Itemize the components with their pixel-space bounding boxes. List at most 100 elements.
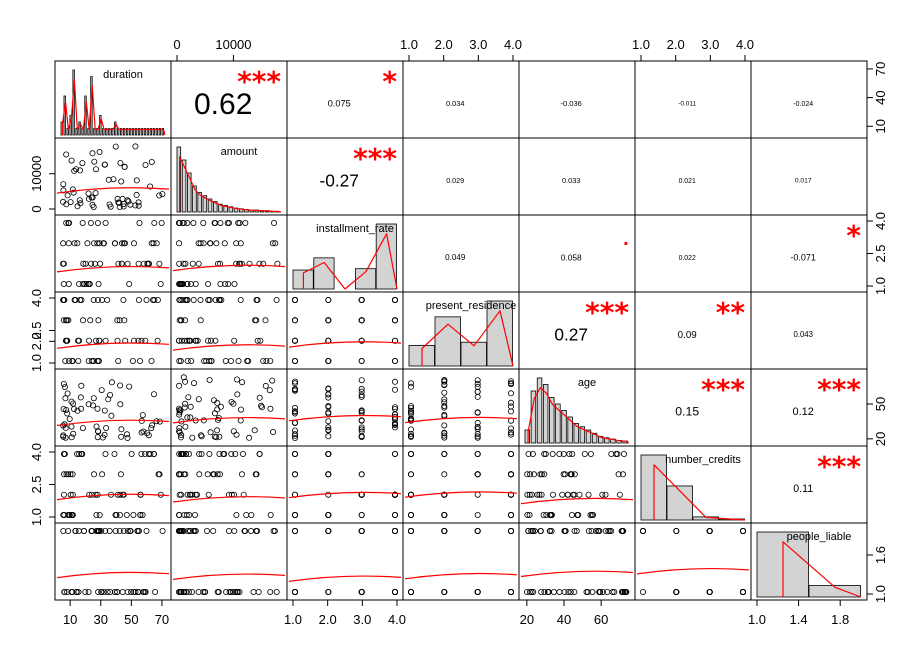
loess-smoother bbox=[172, 264, 286, 272]
scatter-point bbox=[391, 317, 398, 324]
scatter-point bbox=[217, 280, 224, 287]
scatter-point bbox=[621, 589, 628, 596]
scatter-point bbox=[256, 450, 263, 457]
axis-tick-label: 50 bbox=[124, 612, 138, 627]
scatter-point bbox=[176, 428, 183, 435]
histogram-bar bbox=[354, 268, 377, 290]
scatter-point bbox=[407, 407, 414, 414]
scatter-point bbox=[214, 406, 221, 413]
scatter-point bbox=[229, 589, 236, 596]
scatter-point bbox=[147, 183, 154, 190]
scatter-point bbox=[537, 528, 544, 535]
scatter-point bbox=[126, 280, 133, 287]
scatter-point bbox=[85, 280, 92, 287]
scatter-point bbox=[139, 412, 146, 419]
scatter-point bbox=[88, 357, 95, 364]
axis-tick-label: 1.6 bbox=[873, 546, 888, 564]
scatter-point bbox=[115, 357, 122, 364]
scatter-point bbox=[197, 240, 204, 247]
scatter-point bbox=[441, 471, 448, 478]
significance-stars: . bbox=[623, 230, 629, 249]
scatter-point bbox=[105, 396, 112, 403]
scatter-point bbox=[76, 197, 83, 204]
scatter-point bbox=[85, 401, 92, 408]
scatter-point bbox=[67, 471, 74, 478]
scatter-point bbox=[241, 528, 248, 535]
scatter-point bbox=[441, 434, 448, 441]
scatter-point bbox=[407, 450, 414, 457]
scatter-point bbox=[257, 337, 264, 344]
scatter-point bbox=[175, 512, 182, 519]
histogram-bar bbox=[228, 206, 234, 213]
scatter-point bbox=[63, 471, 70, 478]
scatter-point bbox=[185, 394, 192, 401]
scatter-point bbox=[71, 296, 78, 303]
scatter-point bbox=[159, 191, 166, 198]
scatter-point bbox=[391, 589, 398, 596]
scatter-point bbox=[291, 357, 298, 364]
correlation-value: 0.62 bbox=[194, 88, 252, 121]
scatter-point bbox=[325, 391, 332, 398]
axis-tick-label: 1.0 bbox=[632, 37, 650, 52]
scatter-point bbox=[291, 427, 298, 434]
scatter-point bbox=[441, 450, 448, 457]
scatter-point bbox=[204, 471, 211, 478]
scatter-point bbox=[192, 528, 199, 535]
scatter-point bbox=[156, 192, 163, 199]
scatter-point bbox=[260, 357, 267, 364]
scatter-point bbox=[207, 337, 214, 344]
scatter-point bbox=[185, 450, 192, 457]
scatter-point bbox=[84, 240, 91, 247]
correlation-value: -0.071 bbox=[790, 252, 816, 262]
scatter-point bbox=[529, 528, 536, 535]
scatter-point bbox=[176, 357, 183, 364]
scatter-point bbox=[507, 399, 514, 406]
scatter-point bbox=[537, 471, 544, 478]
scatter-point bbox=[106, 528, 113, 535]
scatter-point bbox=[70, 400, 77, 407]
scatter-point bbox=[102, 219, 109, 226]
loess-smoother bbox=[56, 571, 170, 579]
scatter-point bbox=[128, 450, 135, 457]
scatter-point bbox=[585, 528, 592, 535]
loess-smoother bbox=[404, 572, 518, 580]
scatter-point bbox=[192, 280, 199, 287]
scatter-point bbox=[407, 403, 414, 410]
panel-frame bbox=[518, 522, 636, 601]
histogram-bar bbox=[87, 128, 90, 136]
scatter-point bbox=[232, 450, 239, 457]
scatter-point bbox=[116, 199, 123, 206]
scatter-point bbox=[233, 260, 240, 267]
scatter-point bbox=[407, 471, 414, 478]
scatter-point bbox=[561, 528, 568, 535]
scatter-point bbox=[87, 317, 94, 324]
histogram-bar bbox=[123, 128, 126, 136]
scatter-point bbox=[75, 337, 82, 344]
scatter-point bbox=[175, 337, 182, 344]
scatter-point bbox=[211, 410, 218, 417]
axis-tick-label: 3.0 bbox=[469, 37, 487, 52]
scatter-point bbox=[178, 450, 185, 457]
scatter-point bbox=[158, 219, 165, 226]
panel-frame bbox=[634, 214, 752, 293]
scatter-point bbox=[61, 450, 68, 457]
loess-smoother bbox=[56, 419, 170, 427]
scatter-point bbox=[441, 411, 448, 418]
scatter-point bbox=[151, 219, 158, 226]
histogram-bar bbox=[152, 128, 155, 136]
histogram-bar bbox=[579, 426, 586, 444]
scatter-point bbox=[176, 450, 183, 457]
scatter-point bbox=[176, 409, 183, 416]
panel-frame bbox=[170, 445, 288, 524]
scatter-panel bbox=[288, 377, 402, 441]
scatter-point bbox=[63, 219, 70, 226]
scatter-point bbox=[127, 528, 134, 535]
scatter-point bbox=[104, 296, 111, 303]
scatter-point bbox=[228, 589, 235, 596]
scatter-point bbox=[98, 528, 105, 535]
scatter-point bbox=[184, 491, 191, 498]
histogram-bar bbox=[573, 423, 579, 444]
scatter-point bbox=[105, 176, 112, 183]
scatter-point bbox=[407, 383, 414, 390]
scatter-point bbox=[262, 382, 269, 389]
